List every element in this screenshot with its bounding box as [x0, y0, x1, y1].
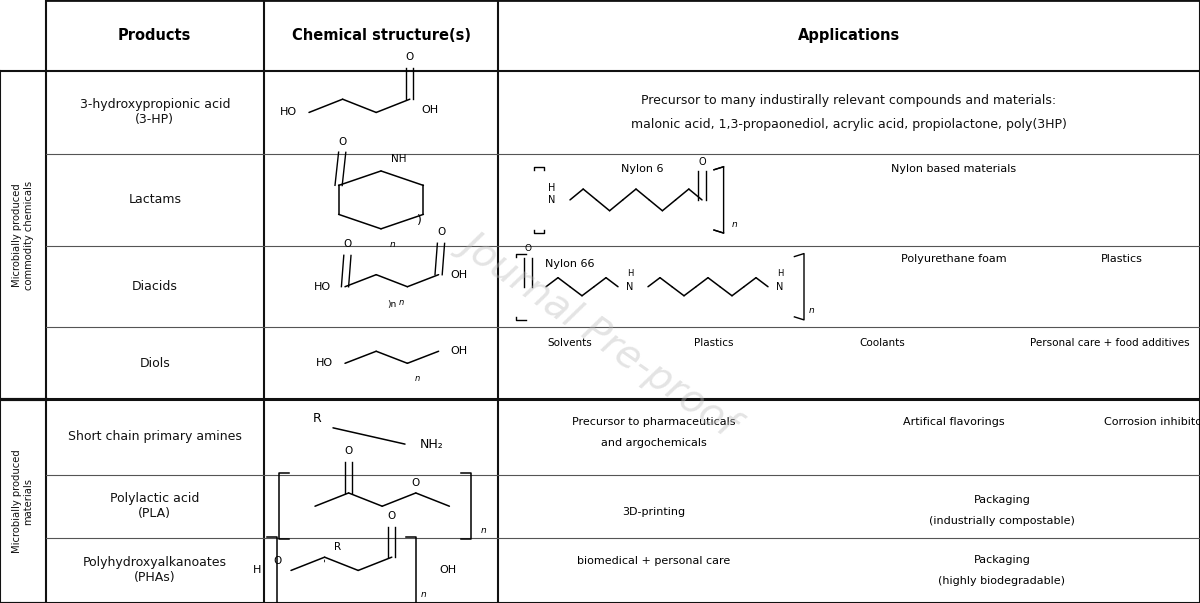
Text: N: N: [548, 195, 556, 205]
Text: O: O: [343, 239, 352, 250]
Text: Corrosion inhibitors: Corrosion inhibitors: [1104, 417, 1200, 427]
Text: R: R: [312, 412, 322, 425]
Text: O: O: [344, 446, 353, 456]
Text: Microbially produced
materials: Microbially produced materials: [12, 449, 34, 553]
Text: O: O: [524, 244, 532, 253]
Text: biomedical + personal care: biomedical + personal care: [577, 557, 731, 566]
Text: Polyurethane foam: Polyurethane foam: [901, 254, 1007, 264]
Text: O: O: [437, 227, 445, 237]
Text: OH: OH: [451, 346, 468, 356]
Text: Microbially produced
commodity chemicals: Microbially produced commodity chemicals: [12, 181, 34, 289]
Text: Plastics: Plastics: [1102, 254, 1142, 264]
Text: ): ): [418, 214, 422, 227]
Text: Polylactic acid
(PLA): Polylactic acid (PLA): [110, 492, 199, 520]
Text: H: H: [776, 269, 784, 277]
Text: Chemical structure(s): Chemical structure(s): [292, 28, 470, 43]
Text: n: n: [421, 590, 426, 599]
Text: OH: OH: [422, 105, 439, 115]
Text: H: H: [253, 566, 262, 575]
Text: OH: OH: [451, 270, 468, 280]
Text: Journal Pre-proof: Journal Pre-proof: [455, 223, 745, 441]
Text: Precursor to many industirally relevant compounds and materials:: Precursor to many industirally relevant …: [642, 94, 1056, 107]
Text: Precursor to pharmaceuticals: Precursor to pharmaceuticals: [572, 417, 736, 427]
Text: (industrially compostable): (industrially compostable): [929, 516, 1075, 526]
Text: 3-hydroxypropionic acid
(3-HP): 3-hydroxypropionic acid (3-HP): [79, 98, 230, 127]
Text: Coolants: Coolants: [859, 338, 905, 347]
Text: 3D-printing: 3D-printing: [623, 507, 685, 517]
Text: HO: HO: [280, 107, 298, 118]
Text: O: O: [698, 157, 706, 166]
Text: Nylon based materials: Nylon based materials: [892, 164, 1016, 174]
Text: O: O: [406, 52, 414, 62]
Text: O: O: [388, 511, 396, 521]
Text: and argochemicals: and argochemicals: [601, 438, 707, 448]
Text: Packaging: Packaging: [973, 495, 1031, 505]
Text: Diacids: Diacids: [132, 280, 178, 293]
Text: Packaging: Packaging: [973, 555, 1031, 564]
Text: Plastics: Plastics: [695, 338, 733, 347]
Text: R: R: [335, 542, 341, 552]
Text: OH: OH: [440, 566, 457, 575]
Text: N: N: [776, 282, 784, 292]
Text: Artifical flavorings: Artifical flavorings: [904, 417, 1004, 427]
Text: HO: HO: [313, 282, 330, 292]
Text: Nylon 66: Nylon 66: [545, 259, 595, 269]
Text: Lactams: Lactams: [128, 194, 181, 206]
Text: n: n: [390, 240, 396, 248]
Text: Applications: Applications: [798, 28, 900, 43]
Text: malonic acid, 1,3-propaonediol, acrylic acid, propiolactone, poly(3HP): malonic acid, 1,3-propaonediol, acrylic …: [631, 118, 1067, 131]
Text: n: n: [480, 526, 486, 535]
Text: HO: HO: [316, 358, 332, 368]
Text: H: H: [626, 269, 634, 277]
Text: Nylon 6: Nylon 6: [620, 164, 664, 174]
Text: n: n: [398, 298, 404, 306]
Text: n: n: [809, 306, 815, 315]
Text: n: n: [415, 374, 420, 383]
Text: Solvents: Solvents: [547, 338, 593, 347]
Text: Polyhydroxyalkanoates
(PHAs): Polyhydroxyalkanoates (PHAs): [83, 557, 227, 584]
Text: Diols: Diols: [139, 357, 170, 370]
Text: )n: )n: [388, 300, 396, 309]
Text: H: H: [548, 183, 556, 193]
Text: Products: Products: [118, 28, 192, 43]
Text: O: O: [274, 555, 281, 566]
Text: O: O: [338, 137, 347, 147]
Text: (highly biodegradable): (highly biodegradable): [938, 576, 1066, 586]
Text: n: n: [732, 219, 738, 229]
Text: N: N: [626, 282, 634, 292]
Text: NH₂: NH₂: [420, 438, 443, 450]
Text: Personal care + food additives: Personal care + food additives: [1030, 338, 1190, 347]
Text: Short chain primary amines: Short chain primary amines: [68, 431, 241, 443]
Text: O: O: [412, 478, 420, 488]
Text: NH: NH: [391, 154, 406, 163]
